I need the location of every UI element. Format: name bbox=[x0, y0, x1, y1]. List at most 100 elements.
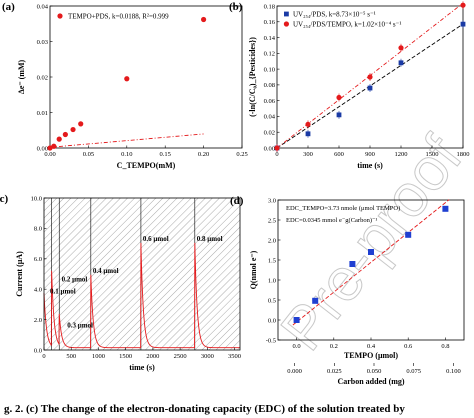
data-point bbox=[51, 143, 57, 149]
data-point bbox=[305, 131, 311, 137]
data-point bbox=[336, 112, 342, 118]
x-tick-label: 1800 bbox=[457, 151, 470, 158]
y-tick-label: 0.04 bbox=[37, 3, 49, 10]
x-tick-label: 1500 bbox=[119, 353, 132, 360]
y-tick-label: 2.0 bbox=[268, 237, 276, 244]
y-tick-label: 0.02 bbox=[264, 130, 275, 137]
y-tick-label: 1.5 bbox=[268, 257, 276, 264]
data-point bbox=[460, 21, 466, 27]
x-tick-label: 1500 bbox=[426, 151, 439, 158]
y-tick-label: 0.04 bbox=[264, 114, 276, 121]
data-point bbox=[405, 231, 412, 238]
x2-tick-label: 0.100 bbox=[446, 368, 461, 375]
y-tick-label: 1.0 bbox=[268, 277, 276, 284]
data-point bbox=[70, 126, 76, 133]
panel-letter: (c) bbox=[0, 193, 9, 205]
y-tick-label: 6.0 bbox=[34, 256, 42, 263]
y-tick-label: 0.16 bbox=[264, 19, 276, 26]
x-tick-label: 0 bbox=[275, 151, 278, 158]
plot-frame bbox=[49, 5, 243, 149]
data-point bbox=[336, 94, 342, 101]
y-tick-label: 8.0 bbox=[34, 226, 42, 233]
panel-a-chart: 0.00 0.05 0.10 0.15 0.20 0.25 0.00 0.01 0.02 0.03… bbox=[2, 1, 248, 170]
watermark-text: Pre-proof bbox=[268, 124, 474, 363]
y-tick-label: 0.01 bbox=[37, 110, 48, 117]
y-axis-label: (-ln(C/C₀)_{Pesticides}) bbox=[248, 37, 257, 117]
y-tick-label: 0.12 bbox=[264, 51, 275, 58]
x-tick-label: 0.8 bbox=[441, 343, 449, 350]
y-tick-label: 2.0 bbox=[34, 317, 42, 324]
watermark: Pre-proof bbox=[267, 123, 474, 363]
panel-c-chart: 0 500 1000 1500 2000 2500 3000 3500 0.0 2.0 4.0 6.0… bbox=[0, 193, 241, 372]
x-tick-label: 900 bbox=[365, 151, 375, 158]
injection-label: 0.3 μmol bbox=[67, 322, 93, 330]
y-tick-label: 0.18 bbox=[264, 3, 275, 10]
annotation-edc-tempo: EDC_TEMPO=3.73 nmole (μmol TEMPO) bbox=[286, 205, 400, 212]
x-axis-label: time (s) bbox=[129, 363, 155, 372]
y-tick-label: 4.0 bbox=[34, 287, 42, 294]
y-tick-label: 0.0 bbox=[268, 317, 276, 324]
x-tick-label: 0.0 bbox=[293, 343, 301, 350]
y-tick-label: 3.0 bbox=[268, 197, 276, 204]
x-tick-label: 500 bbox=[66, 353, 76, 360]
data-point bbox=[442, 205, 449, 212]
legend-label: UV₂₅₄/PDS/TEMPO, k=1.02×10⁻⁴ s⁻¹ bbox=[293, 21, 401, 29]
y-tick-label: 0.5 bbox=[268, 297, 276, 304]
y-axis-label: Q(nmol e⁻) bbox=[249, 250, 258, 289]
data-point bbox=[305, 121, 311, 127]
data-point bbox=[274, 145, 280, 151]
x-tick-label: 0.20 bbox=[198, 151, 209, 158]
injection-label: 0.4 μmol bbox=[93, 267, 119, 275]
x-tick-label: 0.10 bbox=[121, 151, 132, 158]
injection-label: 0.6 μmol bbox=[143, 235, 169, 243]
x-axis-label: TEMPO (μmol) bbox=[344, 351, 398, 360]
data-point bbox=[201, 16, 207, 23]
fit-line bbox=[49, 133, 204, 148]
y-axis-label: Current (μA) bbox=[15, 251, 24, 297]
data-point bbox=[349, 261, 356, 267]
legend-marker bbox=[284, 11, 289, 17]
legend-label: TEMPO+PDS, k=0.0188, R²=0.999 bbox=[68, 13, 169, 21]
x2-tick-label: 0.050 bbox=[367, 368, 382, 375]
y-tick-label: 0.00 bbox=[37, 145, 48, 152]
panel-letter: (a) bbox=[2, 1, 15, 13]
x-tick-label: 1200 bbox=[395, 151, 408, 158]
x-axis-label: C_TEMPO(mM) bbox=[117, 161, 176, 170]
data-point bbox=[56, 136, 62, 142]
figure-caption: g. 2. (c) The change of the electron-don… bbox=[4, 403, 405, 415]
x-tick-label: 0.4 bbox=[367, 343, 376, 350]
x-tick-label: 0.25 bbox=[236, 151, 247, 158]
x-tick-label: 0.00 bbox=[44, 151, 55, 158]
data-point bbox=[78, 121, 84, 127]
x2-axis-label: Carbon added (mg) bbox=[337, 377, 404, 386]
data-point bbox=[368, 249, 374, 255]
data-point bbox=[312, 297, 319, 304]
y-tick-label: -0.5 bbox=[266, 337, 276, 344]
y-tick-label: 0.10 bbox=[264, 66, 275, 73]
legend-label: UV₂₅₄/PDS, k=8.73×10⁻⁵ s⁻¹ bbox=[293, 11, 376, 19]
injection-label: 0.2 μmol bbox=[62, 276, 88, 284]
x-tick-label: 1000 bbox=[92, 353, 105, 360]
panel-letter: (b) bbox=[229, 1, 243, 13]
y-tick-label: 0.00 bbox=[264, 145, 275, 152]
y-tick-label: 0.0 bbox=[34, 347, 42, 354]
y-tick-label: 0.02 bbox=[37, 74, 48, 81]
panel-d-chart: 0.0 0.2 0.4 0.6 0.8 -0.5 0.0 0.5 1.0 1.5 2.0 2.5 3.0… bbox=[230, 195, 465, 386]
y-tick-label: 10.0 bbox=[31, 195, 42, 202]
x2-tick-label: 0.000 bbox=[287, 368, 302, 375]
y-tick-label: 0.03 bbox=[37, 39, 48, 46]
annotation-edc-carbon: EDC=0.0345 mmol e⁻g(Carbon)⁻¹ bbox=[286, 217, 377, 224]
panel-letter: (d) bbox=[230, 195, 244, 207]
data-point bbox=[124, 76, 130, 82]
panel-b-chart: 0 300 600 900 1200 1500 1800 0.00 0.02 0.04 0.06 0.… bbox=[229, 1, 470, 170]
x-tick-label: 0.15 bbox=[160, 151, 171, 158]
legend-marker bbox=[283, 21, 289, 27]
data-point bbox=[398, 60, 404, 66]
x2-tick-label: 0.075 bbox=[406, 368, 421, 375]
x-tick-label: 0 bbox=[42, 353, 45, 360]
data-point bbox=[460, 2, 466, 8]
data-point bbox=[293, 317, 300, 323]
x-tick-label: 2500 bbox=[174, 353, 187, 360]
data-point bbox=[62, 131, 68, 138]
